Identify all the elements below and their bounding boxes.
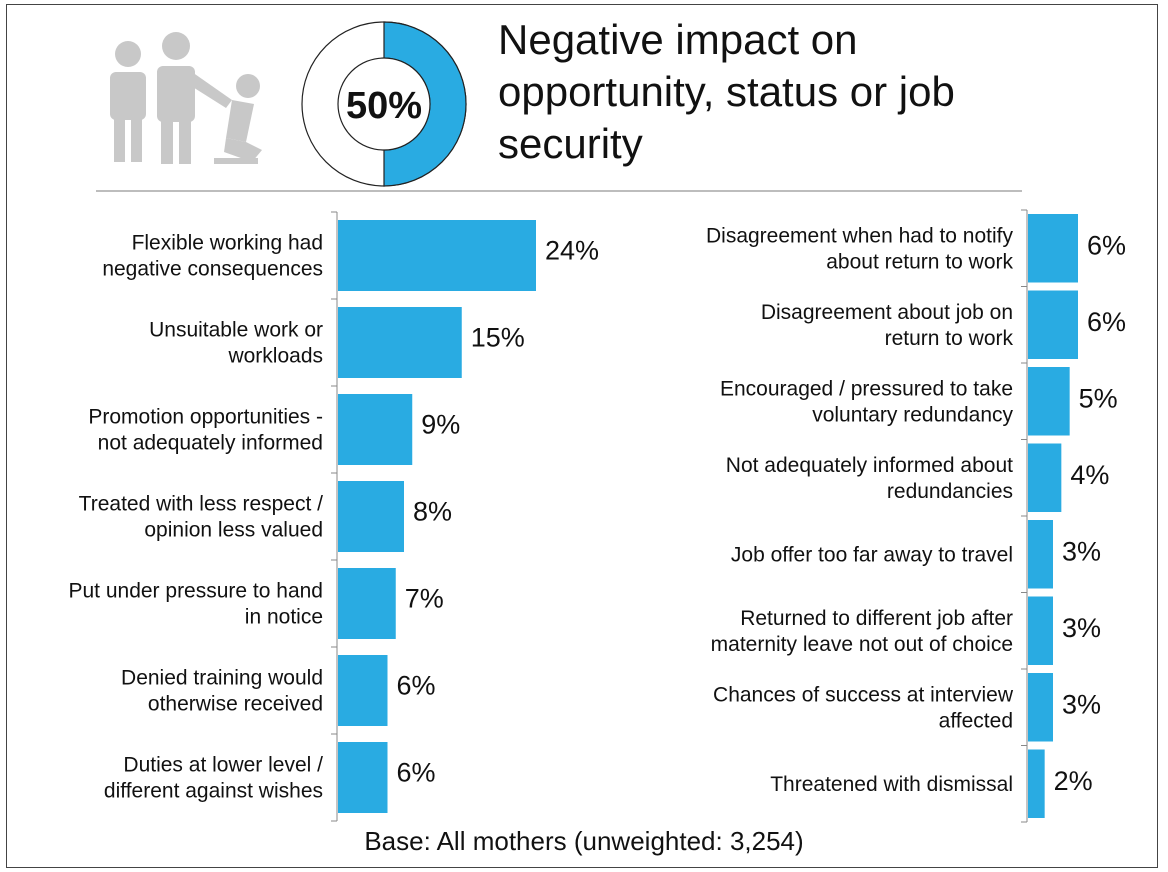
right-chart-category-label: maternity leave not out of choice (711, 633, 1013, 656)
left-chart-data-label: 6% (397, 671, 436, 701)
right-chart-category-label: voluntary redundancy (812, 403, 1013, 426)
people-figures-icon (110, 32, 262, 164)
left-chart-bar (338, 568, 396, 639)
left-chart-category-label: Promotion opportunities - (88, 406, 323, 429)
right-chart-bar (1028, 367, 1070, 436)
right-chart-category-label: affected (939, 709, 1013, 732)
right-chart-bar (1028, 290, 1078, 359)
left-chart-data-label: 15% (471, 323, 525, 353)
left-chart-data-label: 9% (421, 410, 460, 440)
left-chart-category-label: negative consequences (102, 258, 323, 281)
right-chart-data-label: 5% (1079, 383, 1118, 413)
left-chart-category-label: Denied training would (121, 667, 323, 690)
right-chart-data-label: 6% (1087, 230, 1126, 260)
right-chart-data-label: 6% (1087, 307, 1126, 337)
right-chart-category-label: Disagreement about job on (761, 301, 1013, 324)
right-chart-bar (1028, 443, 1062, 512)
left-chart-data-label: 6% (397, 758, 436, 788)
right-chart-bar (1028, 214, 1078, 283)
slide-frame (6, 4, 1158, 868)
right-chart-category-label: Job offer too far away to travel (731, 543, 1013, 566)
left-chart-category-label: in notice (245, 606, 323, 629)
right-chart-category-label: about return to work (826, 250, 1013, 273)
chart-left: 24% Flexible working had negative conseque… (68, 211, 599, 822)
left-chart-bar (338, 742, 388, 813)
base-note: Base: All mothers (unweighted: 3,254) (364, 826, 804, 856)
left-chart-data-label: 24% (545, 236, 599, 266)
right-chart-data-label: 2% (1054, 766, 1093, 796)
overall-percent-label: 50% (346, 85, 422, 127)
chart-right: 6% Disagreement when had to notify about r… (706, 209, 1126, 823)
left-chart-category-label: opinion less valued (144, 519, 323, 542)
right-chart-bar (1028, 673, 1053, 742)
left-chart-category-label: Put under pressure to hand (68, 580, 323, 603)
left-chart-bar (338, 481, 404, 552)
left-chart-category-label: Unsuitable work or (149, 319, 323, 342)
left-chart-category-label: different against wishes (104, 780, 323, 803)
left-chart-bar (338, 655, 388, 726)
overall-donut: 50% (301, 21, 467, 187)
left-chart-bar (338, 394, 413, 465)
right-chart-data-label: 4% (1070, 460, 1109, 490)
right-chart-bar (1028, 520, 1053, 589)
right-chart-category-label: Disagreement when had to notify (706, 224, 1014, 247)
left-chart-data-label: 8% (413, 497, 452, 527)
left-chart-category-label: not adequately informed (98, 432, 323, 455)
left-chart-category-label: workloads (227, 345, 323, 368)
left-chart-category-label: Flexible working had (132, 232, 323, 255)
right-chart-bar (1028, 749, 1045, 818)
left-chart-bar (338, 307, 462, 378)
right-chart-data-label: 3% (1062, 613, 1101, 643)
right-chart-category-label: Encouraged / pressured to take (720, 377, 1013, 400)
left-chart-data-label: 7% (405, 584, 444, 614)
left-chart-category-label: Duties at lower level / (123, 754, 323, 777)
right-chart-data-label: 3% (1062, 689, 1101, 719)
right-chart-data-label: 3% (1062, 536, 1101, 566)
right-chart-category-label: Threatened with dismissal (770, 773, 1013, 796)
chart-title: Negative impact on opportunity, status o… (498, 16, 955, 167)
left-chart-category-label: otherwise received (148, 693, 323, 716)
left-chart-bar (338, 220, 536, 291)
right-chart-category-label: return to work (885, 327, 1014, 350)
left-chart-category-label: Treated with less respect / (79, 493, 323, 516)
right-chart-category-label: Not adequately informed about (726, 454, 1013, 477)
right-chart-category-label: Chances of success at interview (713, 683, 1014, 706)
right-chart-bar (1028, 596, 1053, 665)
title-divider (96, 190, 1022, 192)
right-chart-category-label: redundancies (887, 480, 1013, 503)
right-chart-category-label: Returned to different job after (740, 607, 1013, 630)
donut-hole (337, 57, 431, 151)
